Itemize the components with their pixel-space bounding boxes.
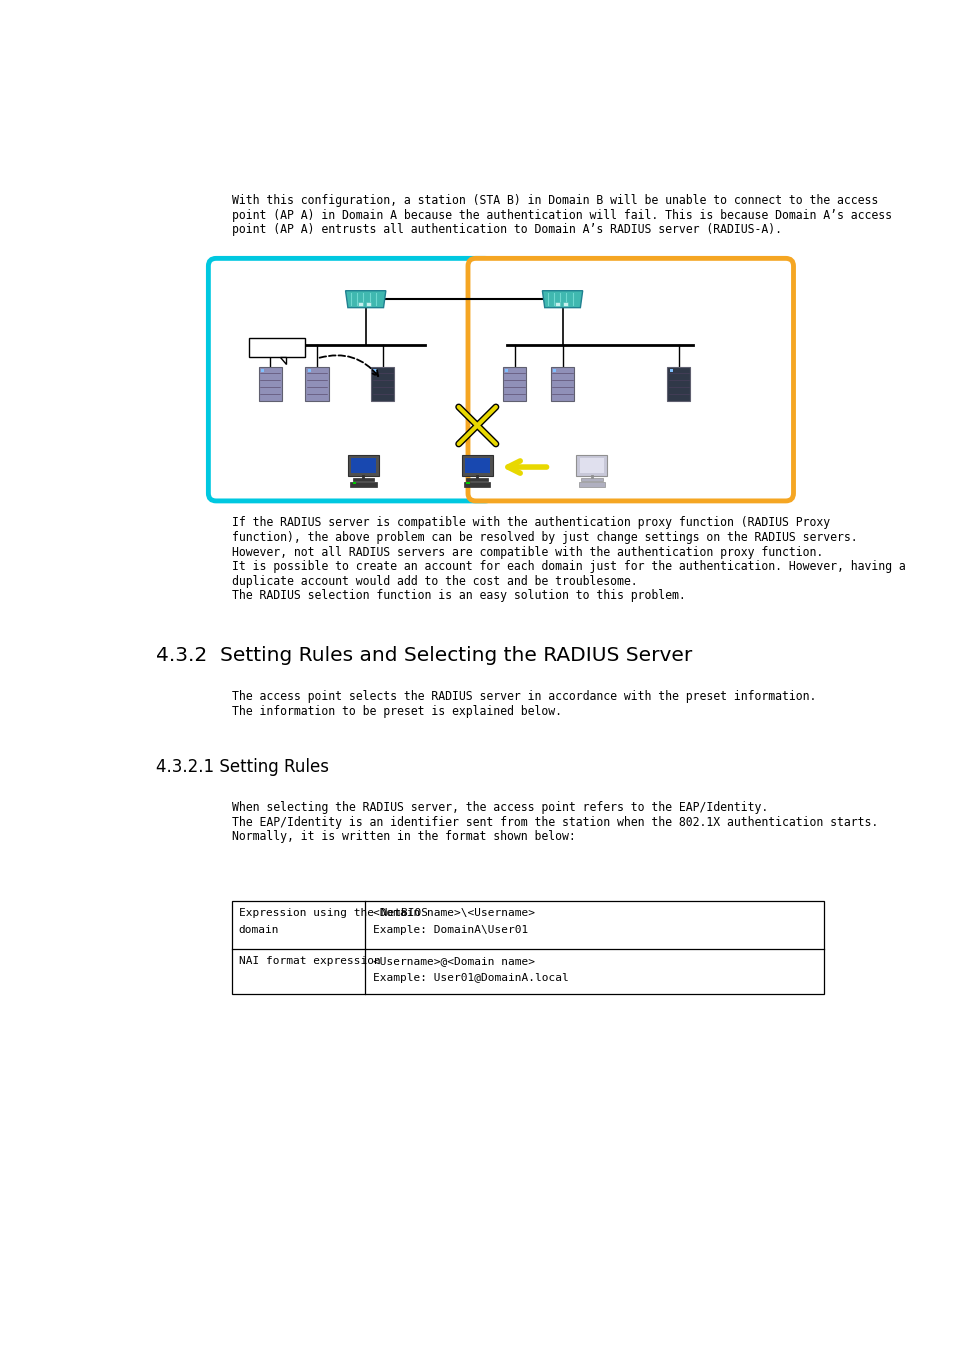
Text: 4.3.2.1 Setting Rules: 4.3.2.1 Setting Rules bbox=[156, 758, 329, 775]
Bar bbox=[464, 458, 489, 473]
Bar bbox=[502, 366, 525, 401]
Bar bbox=[464, 482, 490, 488]
Polygon shape bbox=[542, 290, 582, 308]
Bar bbox=[261, 369, 264, 372]
Bar bbox=[461, 455, 493, 477]
Bar bbox=[258, 366, 282, 401]
Bar bbox=[371, 366, 394, 401]
Bar bbox=[580, 478, 602, 481]
Bar bbox=[550, 366, 574, 401]
Text: It is possible to create an account for each domain just for the authentication.: It is possible to create an account for … bbox=[232, 561, 904, 573]
Text: point (AP A) entrusts all authentication to Domain A’s RADIUS server (RADIUS-A).: point (AP A) entrusts all authentication… bbox=[232, 223, 781, 236]
Text: If the RADIUS server is compatible with the authentication proxy function (RADIU: If the RADIUS server is compatible with … bbox=[232, 516, 829, 530]
Bar bbox=[466, 478, 488, 481]
Text: point (AP A) in Domain A because the authentication will fail. This is because D: point (AP A) in Domain A because the aut… bbox=[232, 208, 891, 222]
Bar bbox=[466, 482, 469, 484]
Bar bbox=[357, 303, 363, 307]
Bar bbox=[553, 369, 556, 372]
Text: <Username>@<Domain name>
Example: User01@DomainA.local: <Username>@<Domain name> Example: User01… bbox=[373, 957, 568, 982]
FancyBboxPatch shape bbox=[208, 258, 493, 501]
Bar bbox=[232, 901, 822, 994]
Text: With this configuration, a station (STA B) in Domain B will be unable to connect: With this configuration, a station (STA … bbox=[232, 195, 877, 208]
Text: <Domain name>\<Username>
Example: DomainA\User01: <Domain name>\<Username> Example: Domain… bbox=[373, 908, 534, 935]
Text: When selecting the RADIUS server, the access point refers to the EAP/Identity.: When selecting the RADIUS server, the ac… bbox=[232, 801, 767, 815]
Text: The access point selects the RADIUS server in accordance with the preset informa: The access point selects the RADIUS serv… bbox=[232, 690, 815, 704]
Bar bbox=[249, 338, 305, 357]
Text: The information to be preset is explained below.: The information to be preset is explaine… bbox=[232, 705, 561, 717]
Bar bbox=[307, 369, 311, 372]
Bar bbox=[669, 369, 672, 372]
Bar bbox=[353, 478, 374, 481]
Text: The RADIUS selection function is an easy solution to this problem.: The RADIUS selection function is an easy… bbox=[232, 589, 684, 603]
FancyBboxPatch shape bbox=[468, 258, 793, 501]
Bar bbox=[579, 458, 604, 473]
Text: Normally, it is written in the format shown below:: Normally, it is written in the format sh… bbox=[232, 831, 575, 843]
Polygon shape bbox=[280, 357, 285, 363]
Bar bbox=[348, 455, 378, 477]
Bar bbox=[373, 369, 376, 372]
Bar bbox=[305, 366, 328, 401]
Text: duplicate account would add to the cost and be troublesome.: duplicate account would add to the cost … bbox=[232, 574, 637, 588]
Bar bbox=[666, 366, 690, 401]
Polygon shape bbox=[345, 290, 385, 308]
Bar bbox=[365, 303, 371, 307]
Bar bbox=[555, 303, 559, 307]
Text: function), the above problem can be resolved by just change settings on the RADI: function), the above problem can be reso… bbox=[232, 531, 857, 544]
Text: 4.3.2  Setting Rules and Selecting the RADIUS Server: 4.3.2 Setting Rules and Selecting the RA… bbox=[156, 646, 692, 665]
Bar bbox=[576, 455, 607, 477]
Text: NAI format expression: NAI format expression bbox=[238, 957, 380, 966]
Bar bbox=[505, 369, 508, 372]
Text: The EAP/Identity is an identifier sent from the station when the 802.1X authenti: The EAP/Identity is an identifier sent f… bbox=[232, 816, 877, 830]
Bar bbox=[350, 482, 376, 488]
Bar bbox=[562, 303, 567, 307]
Text: However, not all RADIUS servers are compatible with the authentication proxy fun: However, not all RADIUS servers are comp… bbox=[232, 546, 822, 558]
Text: Expression using the NetBIOS
domain: Expression using the NetBIOS domain bbox=[238, 908, 427, 935]
Bar bbox=[351, 458, 375, 473]
Bar bbox=[353, 482, 355, 484]
Bar bbox=[578, 482, 604, 488]
